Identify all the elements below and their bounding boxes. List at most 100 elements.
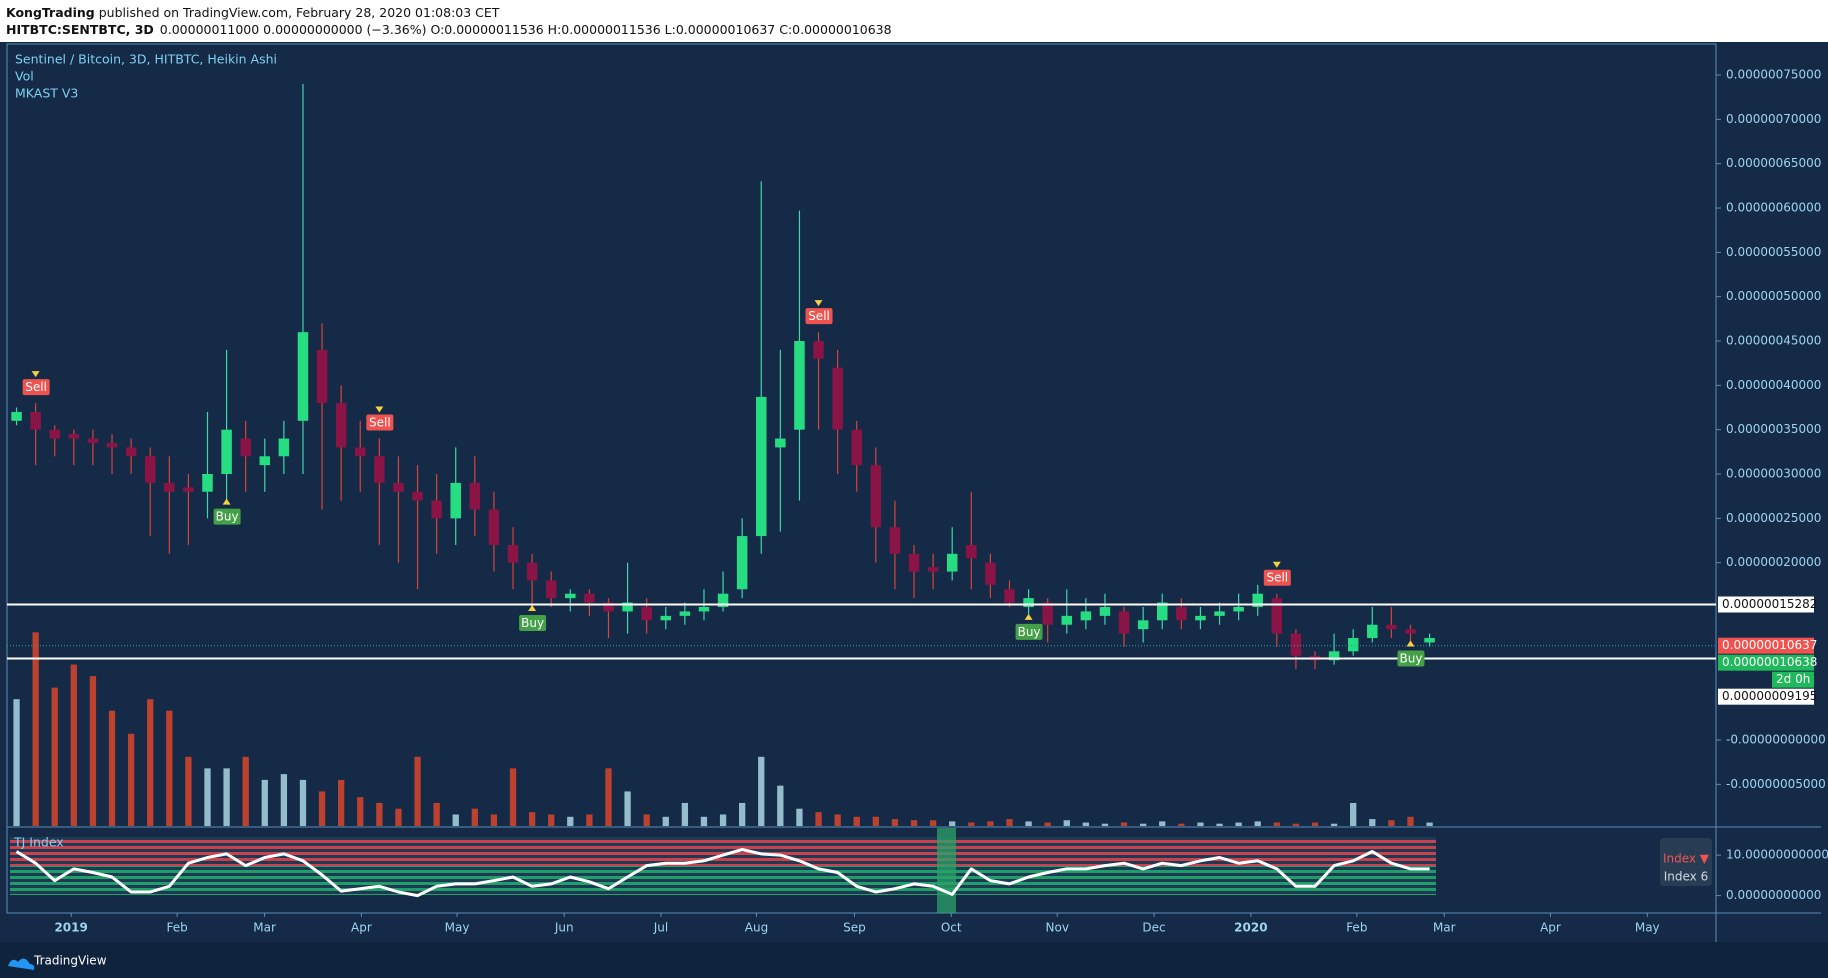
signal-label: Sell bbox=[25, 380, 47, 394]
quote-line: HITBTC:SENTBTC, 3D 0.00000011000 0.000000… bbox=[6, 22, 892, 37]
signal-box bbox=[519, 615, 547, 632]
volume-bar bbox=[1216, 823, 1223, 826]
close-price-label-box bbox=[1718, 654, 1814, 671]
volume-bar bbox=[1407, 816, 1414, 826]
candle-body bbox=[641, 607, 652, 621]
volume-bar bbox=[108, 710, 116, 826]
quote: 0.00000011000 0.00000000000 (−3.36%) O:0… bbox=[160, 22, 892, 37]
candle-body bbox=[908, 553, 920, 572]
candle-body bbox=[431, 500, 442, 519]
candle-body bbox=[469, 482, 481, 510]
volume-bar bbox=[32, 632, 39, 826]
x-tick-label: 2019 bbox=[54, 921, 87, 935]
volume-bar bbox=[395, 808, 402, 826]
x-tick-label: Aug bbox=[745, 921, 768, 935]
candle-body bbox=[1214, 611, 1225, 616]
x-tick-label: Jun bbox=[554, 921, 574, 935]
candle-body bbox=[1118, 611, 1130, 634]
signal-arrow bbox=[528, 605, 537, 612]
volume-bar bbox=[662, 816, 669, 826]
volume-bar bbox=[89, 676, 97, 826]
volume-bar bbox=[643, 814, 650, 826]
candle-body bbox=[278, 438, 290, 457]
volume-bar bbox=[1159, 821, 1166, 826]
candle-body bbox=[813, 341, 824, 359]
tj-legend: Index ▼ bbox=[1663, 852, 1710, 866]
candle-body bbox=[1424, 638, 1435, 643]
y-tick-label: 0.00000075000 bbox=[1726, 68, 1821, 82]
volume-bar bbox=[777, 785, 784, 826]
candle-body bbox=[1156, 602, 1168, 621]
signal-label: Buy bbox=[216, 510, 239, 524]
y-tick-label: 0.00000065000 bbox=[1726, 156, 1821, 170]
volume-bar bbox=[127, 733, 135, 826]
volume-bar bbox=[376, 802, 383, 826]
volume-bar bbox=[834, 814, 841, 826]
volume-bar bbox=[51, 687, 58, 826]
volume-bar bbox=[1120, 822, 1128, 826]
candle-body bbox=[1290, 633, 1302, 656]
candle-body bbox=[1252, 593, 1263, 608]
volume-bar bbox=[1235, 822, 1242, 826]
signal-arrow bbox=[1024, 613, 1033, 620]
candle-body bbox=[30, 411, 41, 430]
signal-box bbox=[213, 508, 241, 525]
candle-body bbox=[1271, 598, 1283, 634]
candle-body bbox=[335, 403, 347, 448]
candle-body bbox=[660, 615, 672, 621]
volume-bar bbox=[968, 822, 975, 826]
volume-bar bbox=[1273, 822, 1280, 826]
x-tick-label: Nov bbox=[1046, 921, 1069, 935]
candle-body bbox=[202, 474, 213, 492]
candle-body bbox=[1080, 611, 1092, 621]
candle-body bbox=[240, 438, 251, 457]
tj-highlight bbox=[937, 828, 956, 913]
x-tick-label: Feb bbox=[167, 921, 188, 935]
volume-bar bbox=[910, 820, 918, 826]
candle-body bbox=[106, 442, 118, 448]
x-tick-label: Mar bbox=[253, 921, 276, 935]
signal-label: Sell bbox=[1266, 571, 1288, 585]
candle-body bbox=[49, 429, 60, 439]
volume-bar bbox=[357, 797, 364, 826]
volume-bar bbox=[815, 812, 822, 826]
signal-label: Buy bbox=[521, 616, 544, 630]
y-tick-label: 0.00000025000 bbox=[1726, 511, 1821, 525]
y-tick-label: 0.00000030000 bbox=[1726, 467, 1821, 481]
volume-bar bbox=[1197, 822, 1204, 826]
last-price-label-box bbox=[1718, 637, 1814, 654]
candle-body bbox=[393, 482, 404, 492]
volume-bar bbox=[1254, 821, 1261, 826]
volume-bar bbox=[1140, 823, 1147, 826]
price-line-label-box bbox=[1718, 596, 1814, 613]
candle-body bbox=[1195, 615, 1206, 621]
candle-body bbox=[1176, 607, 1187, 621]
volume-bar bbox=[280, 774, 288, 826]
volume-bar bbox=[70, 664, 77, 826]
x-tick-label: Feb bbox=[1346, 921, 1367, 935]
last-price-label: 0.00000010637 bbox=[1722, 638, 1817, 652]
volume-bar bbox=[1311, 822, 1319, 826]
y-tick-label: 0.00000020000 bbox=[1726, 555, 1821, 569]
candle-body bbox=[756, 396, 767, 537]
chart-title: Sentinel / Bitcoin, 3D, HITBTC, Heikin A… bbox=[15, 52, 277, 67]
candle-body bbox=[622, 602, 633, 612]
x-tick-label: Apr bbox=[1540, 921, 1561, 935]
volume-bar bbox=[548, 814, 555, 826]
tj-green-band bbox=[10, 866, 1436, 895]
volume-bar bbox=[13, 699, 20, 826]
signal-label: Sell bbox=[808, 309, 830, 323]
x-tick-label: May bbox=[445, 921, 470, 935]
candle-body bbox=[1347, 638, 1359, 652]
volume-bar bbox=[1426, 822, 1433, 826]
candle-body bbox=[717, 593, 729, 608]
volume-bar bbox=[414, 756, 421, 826]
candle-body bbox=[1099, 607, 1111, 616]
volume-bar bbox=[605, 768, 612, 826]
candle-body bbox=[68, 434, 80, 439]
candle-body bbox=[164, 482, 175, 492]
candle-body bbox=[679, 611, 691, 616]
volume-bar bbox=[1292, 823, 1300, 826]
candle-body bbox=[565, 593, 576, 599]
signal-arrow bbox=[375, 406, 384, 413]
